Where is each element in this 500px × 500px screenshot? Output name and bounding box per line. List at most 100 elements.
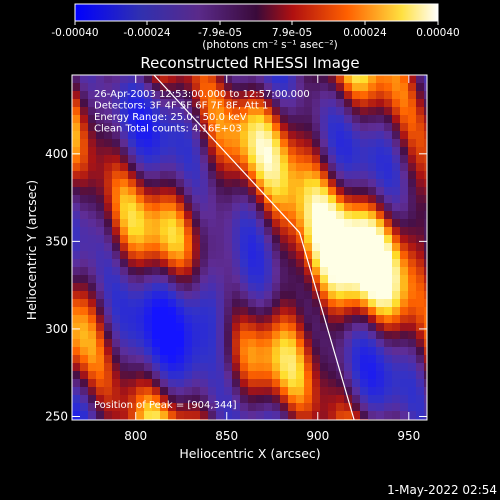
heatmap-cell xyxy=(376,395,384,403)
heatmap-cell xyxy=(384,131,392,139)
heatmap-cell xyxy=(296,403,304,411)
heatmap-cell xyxy=(200,139,208,147)
x-axis-label: Heliocentric X (arcsec) xyxy=(179,446,320,461)
heatmap-cell xyxy=(160,395,168,403)
heatmap-cell xyxy=(200,155,208,163)
heatmap-cell xyxy=(376,371,384,379)
heatmap-cell xyxy=(416,411,424,419)
heatmap-cell xyxy=(312,235,320,243)
heatmap-cell xyxy=(88,83,96,91)
heatmap-cell xyxy=(176,131,184,139)
heatmap-cell xyxy=(128,211,136,219)
heatmap-cell xyxy=(320,355,328,363)
heatmap-cell xyxy=(96,347,104,355)
heatmap-cell xyxy=(168,371,176,379)
heatmap-cell xyxy=(176,331,184,339)
heatmap-cell xyxy=(88,403,96,411)
heatmap-cell xyxy=(120,323,128,331)
heatmap-cell xyxy=(224,299,232,307)
heatmap-cell xyxy=(312,211,320,219)
heatmap-cell xyxy=(120,131,128,139)
heatmap-cell xyxy=(176,147,184,155)
heatmap-cell xyxy=(152,275,160,283)
heatmap-cell xyxy=(224,235,232,243)
heatmap-cell xyxy=(336,299,344,307)
heatmap-cell xyxy=(120,259,128,267)
heatmap-cell xyxy=(208,283,216,291)
heatmap-cell xyxy=(216,291,224,299)
heatmap-cell xyxy=(168,395,176,403)
heatmap-cell xyxy=(256,115,264,123)
colorbar xyxy=(74,3,439,22)
heatmap-cell xyxy=(208,227,216,235)
heatmap-cell xyxy=(392,291,400,299)
heatmap-cell xyxy=(96,115,104,123)
heatmap-cell xyxy=(120,371,128,379)
heatmap-cell xyxy=(248,387,256,395)
heatmap-cell xyxy=(152,339,160,347)
heatmap-cell xyxy=(208,275,216,283)
heatmap-cell xyxy=(408,347,416,355)
heatmap-cell xyxy=(264,387,272,395)
heatmap-cell xyxy=(368,123,376,131)
heatmap-cell xyxy=(416,83,424,91)
peak-label: Position of Peak = [904,344] xyxy=(94,400,237,411)
heatmap-cell xyxy=(264,267,272,275)
heatmap-cell xyxy=(184,315,192,323)
heatmap-cell xyxy=(136,363,144,371)
heatmap-cell xyxy=(328,259,336,267)
heatmap-cell xyxy=(240,179,248,187)
heatmap-cell xyxy=(368,347,376,355)
heatmap-cell xyxy=(304,251,312,259)
heatmap-cell xyxy=(208,379,216,387)
heatmap-cell xyxy=(344,99,352,107)
heatmap-cell xyxy=(232,395,240,403)
heatmap-cell xyxy=(344,267,352,275)
heatmap-cell xyxy=(400,211,408,219)
heatmap-cell xyxy=(312,387,320,395)
heatmap-cell xyxy=(392,187,400,195)
heatmap-cell xyxy=(336,75,344,83)
heatmap-cell xyxy=(304,307,312,315)
heatmap-cell xyxy=(368,299,376,307)
heatmap-cell xyxy=(160,259,168,267)
heatmap-cell xyxy=(80,331,88,339)
heatmap-cell xyxy=(352,315,360,323)
heatmap-cell xyxy=(392,307,400,315)
heatmap-cell xyxy=(112,155,120,163)
heatmap-cell xyxy=(352,203,360,211)
heatmap-cell xyxy=(80,315,88,323)
heatmap-cell xyxy=(280,387,288,395)
heatmap-cell xyxy=(264,211,272,219)
heatmap-cell xyxy=(136,347,144,355)
heatmap-cell xyxy=(344,83,352,91)
heatmap-cell xyxy=(376,187,384,195)
heatmap-cell xyxy=(168,363,176,371)
heatmap-cell xyxy=(216,219,224,227)
heatmap-cell xyxy=(256,259,264,267)
heatmap-cell xyxy=(392,283,400,291)
heatmap-cell xyxy=(160,83,168,91)
heatmap-cell xyxy=(424,363,427,371)
heatmap-cell xyxy=(280,267,288,275)
heatmap-cell xyxy=(144,99,152,107)
heatmap-cell xyxy=(184,147,192,155)
heatmap-cell xyxy=(120,227,128,235)
heatmap-cell xyxy=(336,251,344,259)
heatmap-cell xyxy=(288,355,296,363)
heatmap-cell xyxy=(104,147,112,155)
heatmap-cell xyxy=(352,275,360,283)
heatmap-cell xyxy=(400,339,408,347)
heatmap-cell xyxy=(144,91,152,99)
heatmap-cell xyxy=(288,227,296,235)
heatmap-cell xyxy=(328,387,336,395)
heatmap-cell xyxy=(232,283,240,291)
heatmap-cell xyxy=(344,107,352,115)
heatmap-cell xyxy=(72,403,80,411)
heatmap-cell xyxy=(104,371,112,379)
heatmap-cell xyxy=(176,307,184,315)
heatmap-cell xyxy=(272,363,280,371)
heatmap-cell xyxy=(128,195,136,203)
heatmap-cell xyxy=(320,187,328,195)
heatmap-cell xyxy=(200,99,208,107)
